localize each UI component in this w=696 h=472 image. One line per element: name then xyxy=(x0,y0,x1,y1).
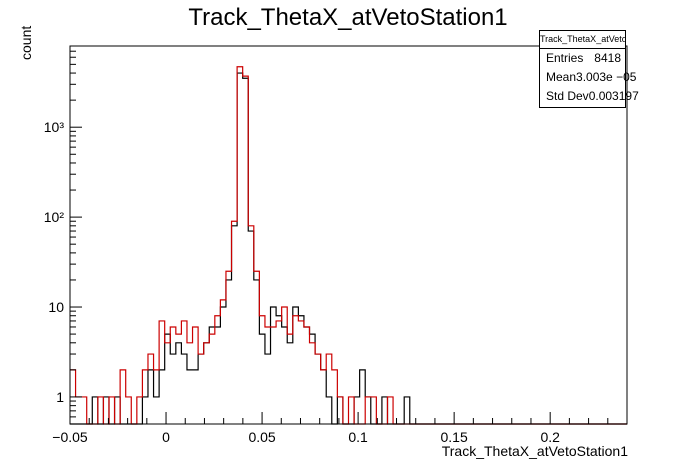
stats-value: 0.003197 xyxy=(588,89,639,103)
histogram-series-0 xyxy=(70,72,627,425)
x-tick-label: −0.05 xyxy=(52,429,88,445)
stats-label: Entries xyxy=(546,51,584,65)
chart-title: Track_ThetaX_atVetoStation1 xyxy=(188,4,508,31)
x-tick-label: 0.05 xyxy=(248,429,275,445)
y-tick-label: 10² xyxy=(44,209,65,225)
x-tick-label: 0.1 xyxy=(348,429,368,445)
x-axis-label: Track_ThetaX_atVetoStation1 xyxy=(441,443,628,459)
y-axis-label: count xyxy=(18,25,34,60)
x-tick-label: 0 xyxy=(162,429,170,445)
stats-row-mean: Mean 3.003e −05 xyxy=(540,68,636,87)
histogram-series-1 xyxy=(70,66,627,425)
stats-row-std-dev: Std Dev 0.003197 xyxy=(540,87,639,106)
stats-row-entries: Entries 8418 xyxy=(540,49,625,68)
y-tick-label: 1 xyxy=(56,389,64,405)
y-tick-label: 10 xyxy=(48,299,64,315)
x-tick-label: 0.2 xyxy=(540,429,560,445)
stats-value: 3.003e −05 xyxy=(576,70,637,84)
plot-frame xyxy=(69,45,628,425)
stats-label: Std Dev xyxy=(546,89,589,103)
stats-box: Track_ThetaX_atVetoStation1 Entries 8418… xyxy=(539,30,639,108)
stats-label: Mean xyxy=(546,70,577,84)
y-tick-label: 10³ xyxy=(44,119,65,135)
x-tick-label: 0.15 xyxy=(441,429,468,445)
stats-value: 8418 xyxy=(594,51,621,65)
stats-box-title: Track_ThetaX_atVetoStation1 xyxy=(540,31,625,49)
